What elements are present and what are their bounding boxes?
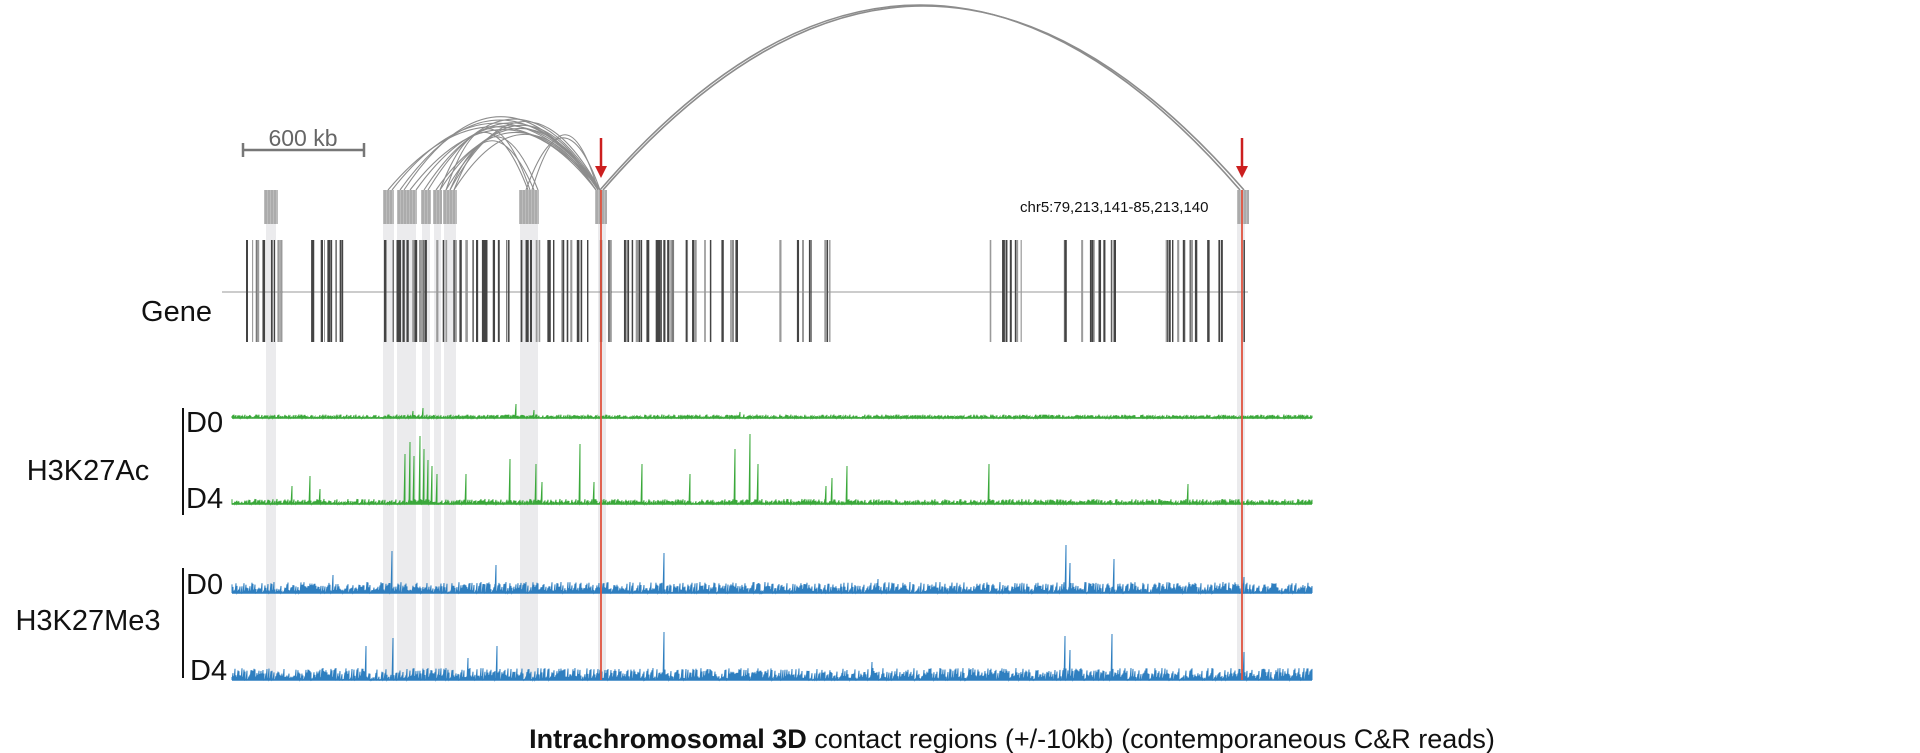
caption: Intrachromosomal 3D contact regions (+/-…: [529, 724, 1495, 753]
h3k27ac-label-group: H3K27Ac D0 D4: [27, 407, 223, 515]
contact-arc: [427, 118, 601, 191]
contact-region-band: [520, 200, 538, 678]
h3k27me3-label: H3K27Me3: [15, 605, 160, 637]
h3k27me3-label-group: H3K27Me3 D0 D4: [15, 568, 227, 687]
down-arrow-icon-head: [595, 166, 607, 178]
contact-arc: [453, 134, 597, 191]
highlight-markers: [595, 138, 1248, 680]
contact-region-band: [598, 200, 606, 678]
h3k27ac-d4-label: D4: [186, 483, 223, 515]
anchor-blocks: [264, 190, 1249, 224]
h3k27me3-d4-label: D4: [190, 655, 227, 687]
contact-region-band: [434, 200, 441, 678]
down-arrow-icon-head: [1236, 166, 1248, 178]
contact-region-band: [1237, 200, 1245, 678]
contact-arc: [439, 127, 601, 191]
scale-bar: 600 kb: [241, 125, 366, 157]
scale-bar-label: 600 kb: [268, 125, 337, 151]
h3k27me3-d0-label: D0: [186, 569, 223, 601]
contact-arc: [449, 121, 601, 191]
h3k27ac-label: H3K27Ac: [27, 455, 150, 487]
contact-arc: [602, 5, 1245, 191]
contact-region-band: [266, 200, 276, 678]
contact-arc: [445, 128, 531, 191]
contact-arc: [449, 140, 535, 191]
h3k27me3-d4-signal: [231, 631, 1313, 682]
h3k27ac-d0-label: D0: [186, 407, 223, 439]
contact-region-shades: [266, 200, 1245, 678]
contact-arcs: [387, 4, 1245, 191]
caption-bold: Intrachromosomal 3D: [529, 724, 807, 753]
gene-track-label: Gene: [141, 296, 212, 328]
caption-rest: contact regions (+/-10kb) (contemporaneo…: [807, 724, 1495, 753]
h3k27me3-d0-signal: [231, 544, 1313, 595]
contact-region-band: [397, 200, 416, 678]
contact-region-band: [422, 200, 430, 678]
contact-region-band: [383, 200, 394, 678]
signal-tracks: [231, 403, 1313, 682]
contact-arc: [599, 4, 1241, 191]
anchor-block: [1237, 190, 1249, 224]
gene-track: [246, 240, 1245, 342]
contact-arc: [439, 131, 529, 191]
region-label: chr5:79,213,141-85,213,140: [1020, 199, 1209, 216]
contact-arc: [531, 134, 599, 191]
contact-arc: [423, 122, 599, 191]
